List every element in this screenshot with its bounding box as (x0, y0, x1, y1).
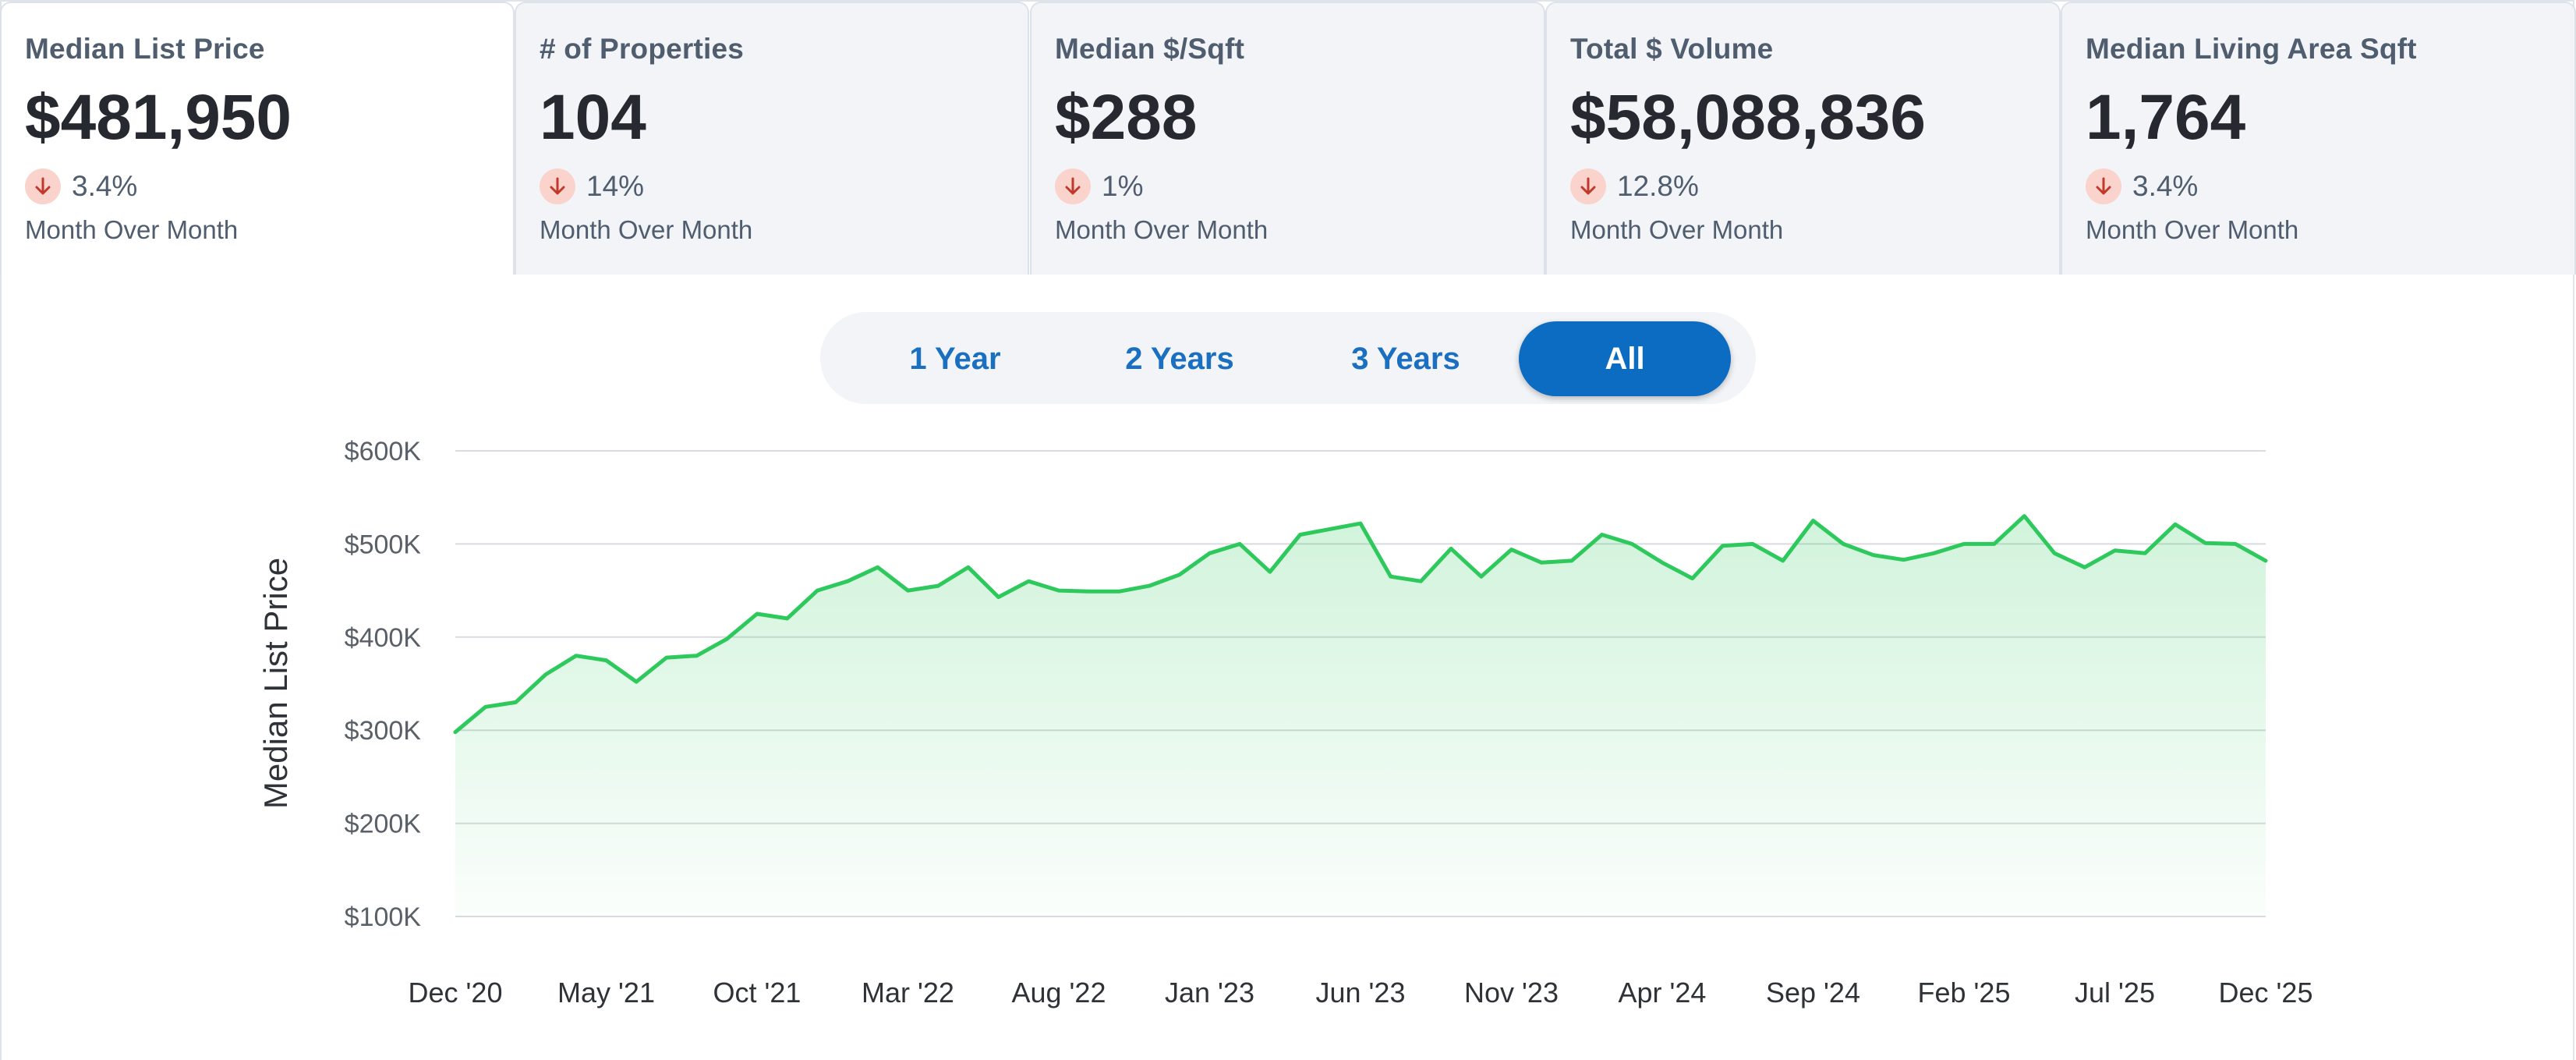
x-tick-label: Jul '25 (2075, 977, 2155, 1009)
metric-title: Median List Price (25, 33, 265, 65)
x-tick-label: Sep '24 (1766, 977, 1860, 1009)
x-tick-label: Dec '25 (2219, 977, 2313, 1009)
x-tick-label: Oct '21 (713, 977, 801, 1009)
metric-value: 1,764 (2086, 82, 2246, 153)
x-tick-label: Nov '23 (1464, 977, 1559, 1009)
metric-subtitle: Month Over Month (2086, 215, 2299, 244)
metric-change: 14% (540, 168, 1028, 204)
arrow-down-icon (1570, 168, 1606, 204)
metric-value: $58,088,836 (1570, 82, 1927, 153)
area-fill (455, 516, 2266, 916)
y-tick-label: $300K (345, 716, 422, 746)
x-tick-label: Jan '23 (1165, 977, 1254, 1009)
x-tick-label: Aug '22 (1012, 977, 1106, 1009)
metric-change: 3.4% (25, 168, 513, 204)
range-button-2-years[interactable]: 2 Years (1125, 341, 1234, 376)
change-percent: 1% (1102, 170, 1144, 202)
metric-title: # of Properties (540, 33, 745, 65)
change-percent: 3.4% (2132, 170, 2199, 202)
y-tick-label: $200K (345, 810, 422, 839)
metric-tab-1[interactable]: # of Properties 104 14% Month Over Month (515, 2, 1029, 275)
metric-subtitle: Month Over Month (1055, 215, 1269, 244)
metric-tab-0[interactable]: Median List Price $481,950 3.4% Month Over … (0, 2, 515, 275)
y-tick-label: $500K (345, 530, 422, 559)
metric-subtitle: Month Over Month (25, 215, 239, 244)
x-tick-label: Apr '24 (1619, 977, 1707, 1009)
x-axis-ticks: Dec '20 May '21 Oct '21 Mar '22 Aug '22 Jan '… (409, 977, 2313, 1009)
metric-title: Median $/Sqft (1055, 33, 1245, 65)
change-percent: 3.4% (72, 170, 138, 202)
metric-change: 1% (1055, 168, 1544, 204)
y-axis-ticks: $100K $200K $300K $400K $500K $600K (345, 437, 422, 932)
y-tick-label: $100K (345, 902, 422, 932)
metric-value: $288 (1055, 82, 1198, 153)
arrow-down-icon (25, 168, 61, 204)
metric-tab-2[interactable]: Median $/Sqft $288 1% Month Over Month (1030, 2, 1545, 275)
arrow-down-icon (540, 168, 575, 204)
metric-tabs: Median List Price $481,950 3.4% Month Over … (0, 0, 2576, 275)
metric-tab-4[interactable]: Median Living Area Sqft 1,764 3.4% Month Ov… (2061, 2, 2576, 275)
range-button-1-year[interactable]: 1 Year (909, 341, 1001, 376)
range-selector: 1 Year 2 Years 3 Years All (820, 312, 1756, 404)
metric-tab-3[interactable]: Total $ Volume $58,088,836 12.8% Month Over… (1545, 2, 2061, 275)
metric-subtitle: Month Over Month (540, 215, 753, 244)
x-tick-label: Jun '23 (1316, 977, 1406, 1009)
metric-value: 104 (540, 82, 646, 153)
arrow-down-icon (1055, 168, 1091, 204)
x-tick-label: Mar '22 (862, 977, 954, 1009)
metric-title: Total $ Volume (1570, 33, 1774, 65)
y-axis-title: Median List Price (257, 558, 294, 809)
change-percent: 12.8% (1617, 170, 1699, 202)
range-button-3-years[interactable]: 3 Years (1351, 341, 1460, 376)
y-tick-label: $400K (345, 623, 422, 653)
metric-value: $481,950 (25, 82, 292, 153)
range-button-all[interactable]: All (1519, 321, 1731, 396)
change-percent: 14% (586, 170, 645, 202)
metric-title: Median Living Area Sqft (2086, 33, 2417, 65)
arrow-down-icon (2086, 168, 2121, 204)
y-tick-label: $600K (345, 437, 422, 466)
x-tick-label: May '21 (557, 977, 655, 1009)
metric-change: 12.8% (1570, 168, 2059, 204)
series-line (453, 514, 2268, 735)
metric-change: 3.4% (2086, 168, 2574, 204)
metric-subtitle: Month Over Month (1570, 215, 1784, 244)
x-tick-label: Dec '20 (409, 977, 503, 1009)
x-tick-label: Feb '25 (1918, 977, 2011, 1009)
